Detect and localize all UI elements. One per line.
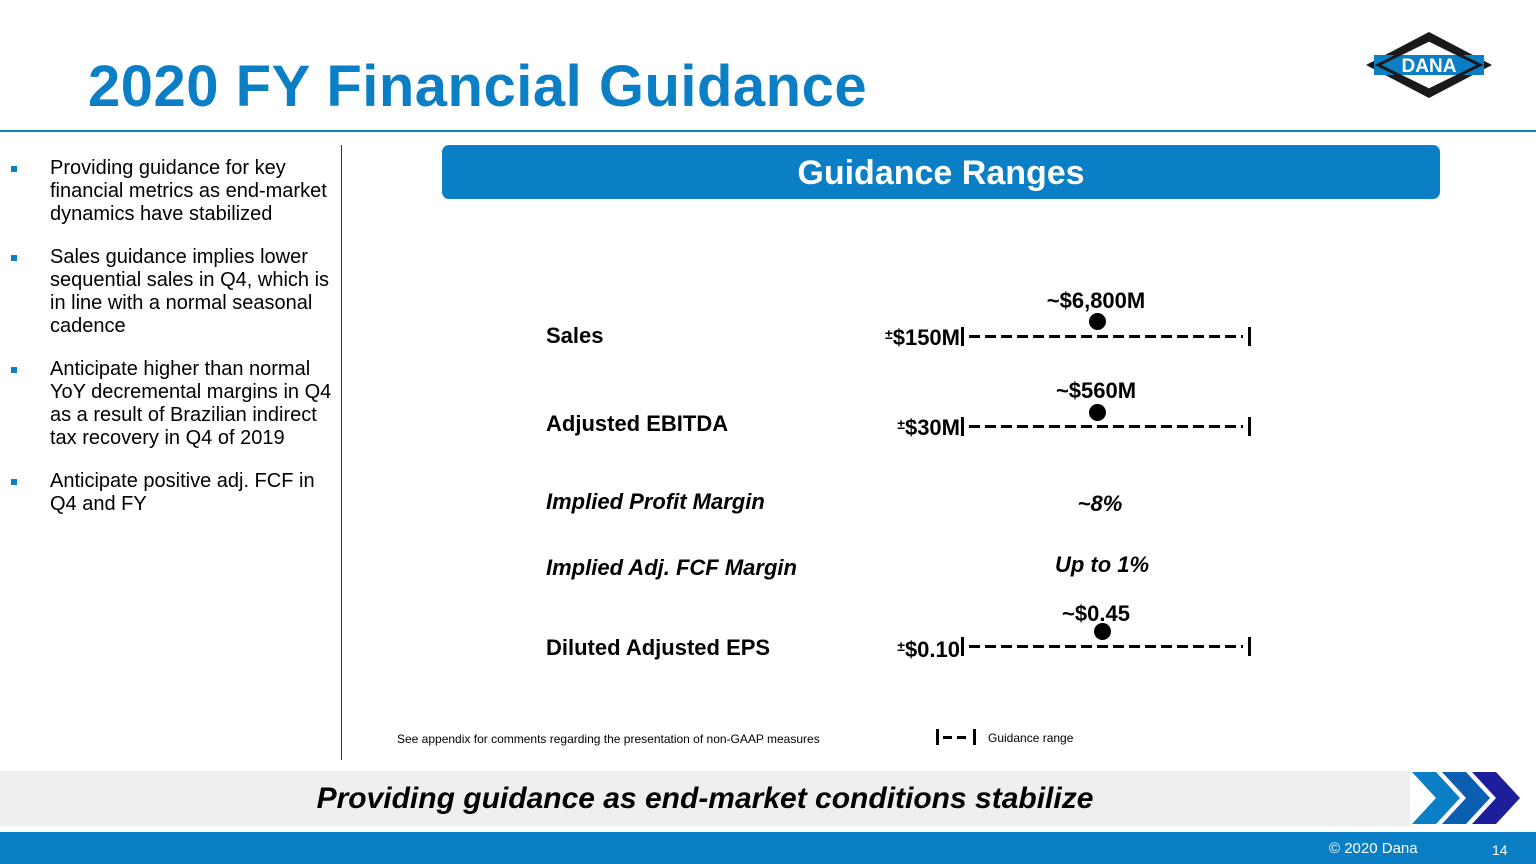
ebitda-label: Adjusted EBITDA [546, 411, 729, 436]
plus-minus-sign: ± [897, 638, 905, 654]
footer-bar [0, 832, 1536, 864]
ebitda-range: $30M [904, 415, 960, 440]
profit-margin-value: ~8% [1077, 491, 1123, 516]
legend-label: Guidance range [988, 731, 1074, 745]
bullet-text: Sales guidance implies lower sequential … [50, 246, 330, 337]
range-legend-icon [936, 728, 976, 746]
dana-logo: DANA [1366, 32, 1492, 98]
eps-range-value: ±$0.10 [897, 639, 960, 661]
bullet-text: Anticipate higher than normal YoY decrem… [50, 358, 332, 449]
sales-midpoint: ~$6,800M [1046, 288, 1146, 313]
eps-label: Diluted Adjusted EPS [546, 635, 771, 660]
sales-guidance-range [961, 325, 1251, 349]
bullet-list: Providing guidance for key financial met… [10, 157, 340, 536]
copyright: © 2020 Dana [1329, 840, 1418, 857]
profit-margin-label: Implied Profit Margin [546, 489, 765, 514]
sales-range: $150M [892, 325, 960, 350]
bullet-text: Providing guidance for key financial met… [50, 157, 327, 225]
eps-midpoint-dot [1094, 623, 1111, 640]
plus-minus-sign: ± [897, 416, 905, 432]
eps-midpoint: ~$0.45 [1062, 601, 1130, 626]
ebitda-guidance-range [961, 415, 1251, 439]
chevron-arrows-icon [1412, 772, 1520, 824]
page-title: 2020 FY Financial Guidance [88, 54, 868, 119]
bullet-item: Anticipate positive adj. FCF in Q4 and F… [10, 470, 340, 516]
fcf-margin-label: Implied Adj. FCF Margin [546, 555, 797, 580]
ebitda-midpoint-dot [1089, 404, 1106, 421]
ebitda-range-value: ±$30M [897, 417, 960, 439]
sales-range-value: ±$150M [885, 327, 960, 349]
tagline-background [0, 771, 1410, 826]
sales-label: Sales [546, 323, 604, 348]
plus-minus-sign: ± [885, 326, 893, 342]
ebitda-midpoint: ~$560M [1055, 378, 1137, 403]
tagline: Providing guidance as end-market conditi… [316, 782, 1094, 815]
bullet-item: Anticipate higher than normal YoY decrem… [10, 358, 340, 450]
page-number: 14 [1492, 842, 1508, 858]
bullet-square-icon [11, 367, 17, 373]
non-gaap-footnote: See appendix for comments regarding the … [397, 732, 820, 746]
guidance-ranges-banner: Guidance Ranges [442, 145, 1440, 199]
bullet-text: Anticipate positive adj. FCF in Q4 and F… [50, 470, 315, 515]
bullet-square-icon [11, 255, 17, 261]
column-divider [341, 145, 342, 760]
bullet-square-icon [11, 166, 17, 172]
logo-text: DANA [1402, 56, 1457, 77]
sales-midpoint-dot [1089, 313, 1106, 330]
eps-guidance-range [961, 635, 1251, 659]
eps-range: $0.10 [904, 637, 960, 662]
bullet-item: Sales guidance implies lower sequential … [10, 246, 340, 338]
fcf-margin-value: Up to 1% [1054, 552, 1150, 577]
bullet-item: Providing guidance for key financial met… [10, 157, 340, 226]
title-divider [0, 130, 1536, 132]
bullet-square-icon [11, 479, 17, 485]
